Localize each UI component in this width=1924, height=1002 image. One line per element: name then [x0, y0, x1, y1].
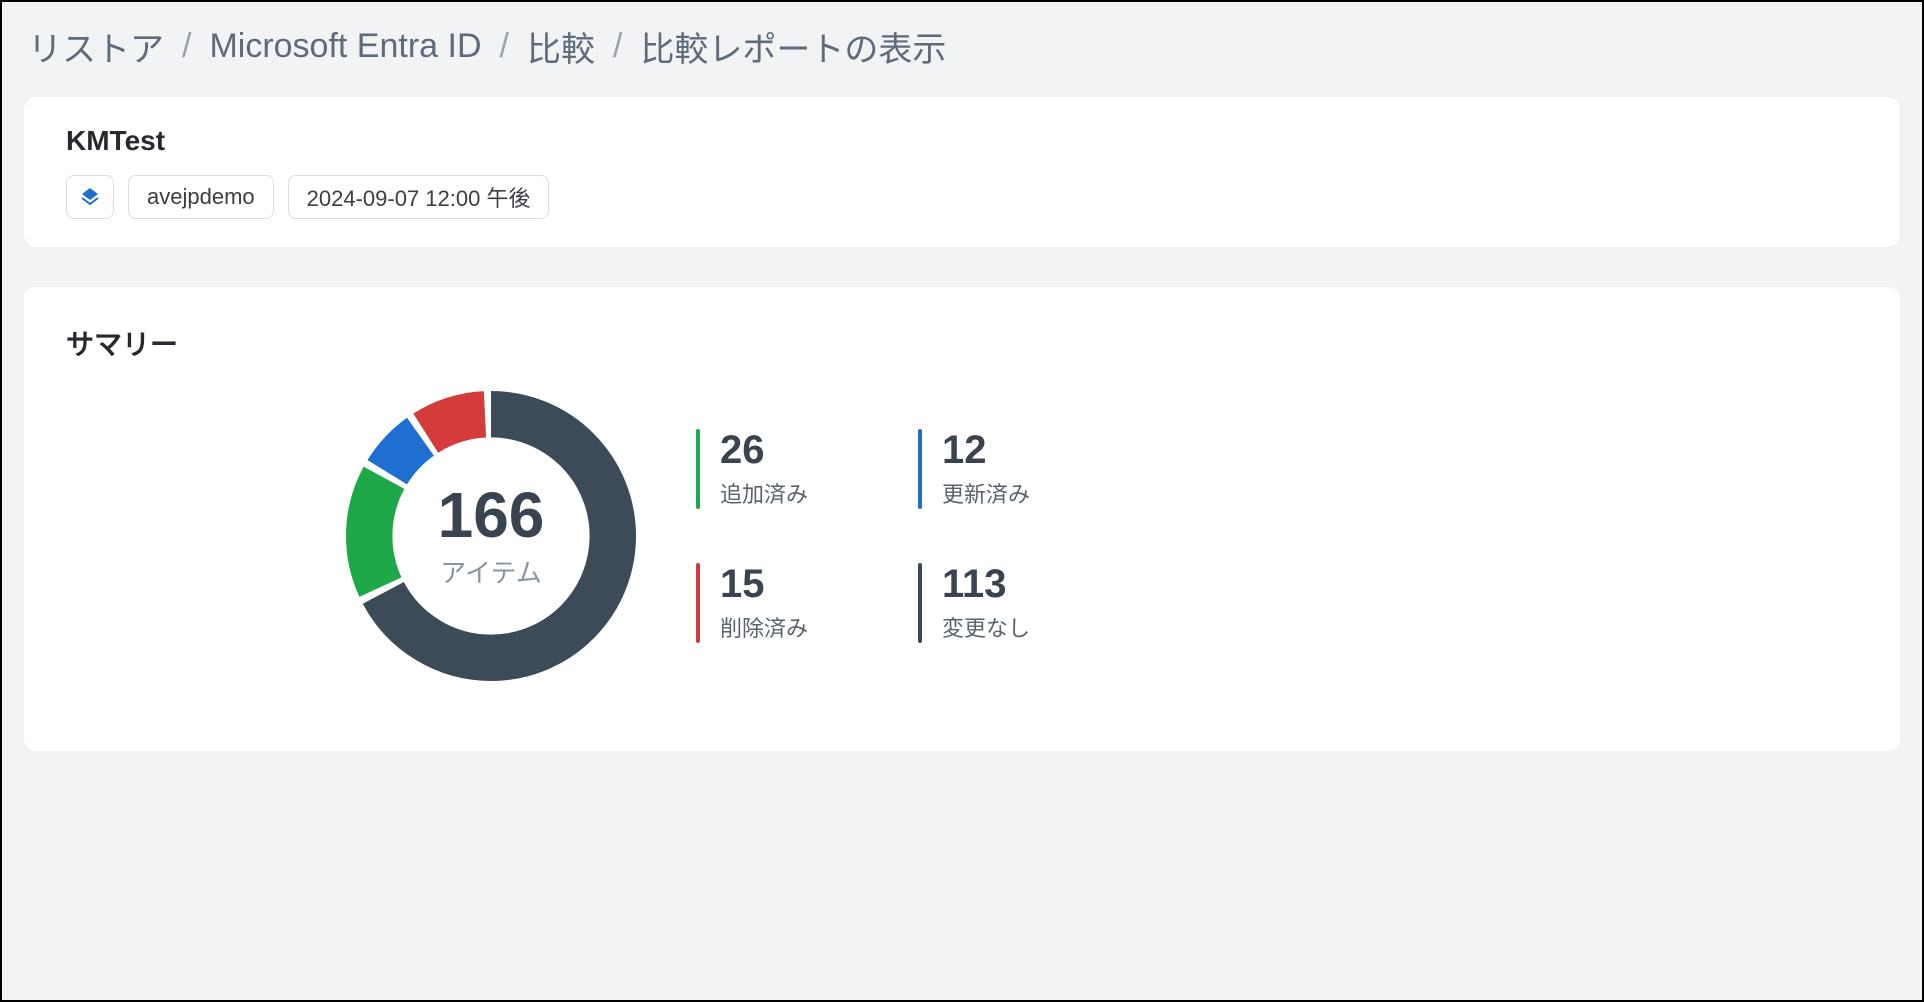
stat-added: 26 追加済み [696, 429, 808, 509]
stat-updated-label: 更新済み [942, 477, 1030, 509]
stat-deleted: 15 削除済み [696, 563, 808, 643]
stat-unchanged-bar [918, 563, 922, 643]
stat-deleted-bar [696, 563, 700, 643]
tenant-chip[interactable]: avejpdemo [128, 175, 274, 219]
summary-title: サマリー [66, 323, 1858, 363]
breadcrumb-item-report-view: 比較レポートの表示 [640, 22, 946, 71]
stat-added-value: 26 [720, 429, 808, 471]
stat-added-label: 追加済み [720, 477, 808, 509]
summary-body: 166 アイテム 26 追加済み 12 更新済み [66, 391, 1858, 681]
stat-unchanged: 113 変更なし [918, 563, 1030, 643]
stat-deleted-value: 15 [720, 563, 808, 605]
breadcrumb: リストア / Microsoft Entra ID / 比較 / 比較レポートの… [24, 16, 1900, 97]
tenant-icon-chip[interactable] [66, 175, 114, 219]
breadcrumb-separator: / [182, 27, 191, 66]
breadcrumb-item-restore[interactable]: リストア [28, 22, 164, 71]
breadcrumb-item-entra-id[interactable]: Microsoft Entra ID [209, 27, 481, 66]
azure-node-icon [78, 185, 102, 209]
donut-center: 166 アイテム [346, 391, 636, 681]
stat-updated: 12 更新済み [918, 429, 1030, 509]
donut-chart: 166 アイテム [346, 391, 636, 681]
breadcrumb-separator: / [500, 27, 509, 66]
breadcrumb-item-compare[interactable]: 比較 [527, 22, 595, 71]
stat-unchanged-label: 変更なし [942, 611, 1030, 643]
summary-card: サマリー 166 アイテム 26 追加済み 12 更新済み [24, 287, 1900, 751]
stat-added-bar [696, 429, 700, 509]
page-title: KMTest [66, 125, 1858, 157]
stat-updated-bar [918, 429, 922, 509]
breadcrumb-separator: / [613, 27, 622, 66]
stat-grid: 26 追加済み 12 更新済み 15 削除済み [696, 429, 1030, 643]
timestamp-chip[interactable]: 2024-09-07 12:00 午後 [288, 175, 550, 219]
header-chips: avejpdemo 2024-09-07 12:00 午後 [66, 175, 1858, 219]
stat-updated-value: 12 [942, 429, 1030, 471]
stat-deleted-label: 削除済み [720, 611, 808, 643]
stat-unchanged-value: 113 [942, 563, 1030, 605]
header-card: KMTest avejpdemo 2024-09-07 12:00 午後 [24, 97, 1900, 247]
donut-total: 166 [438, 483, 545, 547]
donut-total-label: アイテム [440, 553, 541, 590]
